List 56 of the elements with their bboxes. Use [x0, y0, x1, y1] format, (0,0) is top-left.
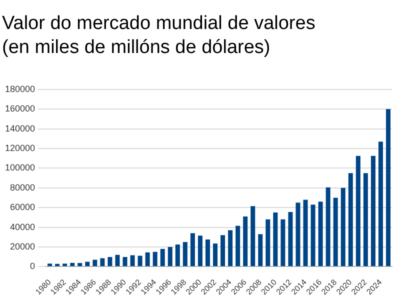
bar — [138, 256, 142, 266]
bar — [236, 226, 240, 266]
y-tick-label: 100000 — [4, 162, 36, 173]
bar — [70, 262, 75, 266]
bar — [356, 156, 360, 266]
bar — [288, 212, 293, 266]
y-tick-label: 160000 — [4, 104, 36, 114]
bar — [190, 233, 195, 266]
bar — [115, 254, 120, 266]
bar — [370, 156, 376, 266]
y-tick-label: 60000 — [10, 202, 36, 212]
bar — [363, 173, 368, 266]
bar — [258, 234, 263, 266]
y-tick-label: 80000 — [10, 182, 36, 192]
bar — [220, 235, 226, 266]
bar — [280, 219, 286, 266]
bar — [92, 260, 98, 266]
bar — [228, 230, 233, 266]
chart-title: Valor do mercado mundial de valores (en miles de millóns de dólares) — [2, 13, 316, 58]
bar — [145, 252, 150, 266]
bar — [182, 242, 188, 266]
bar — [296, 202, 300, 266]
bar — [100, 258, 105, 266]
bar — [62, 264, 68, 266]
bar — [160, 248, 165, 266]
bar — [122, 256, 128, 266]
bar — [243, 216, 248, 266]
bar — [205, 239, 210, 266]
y-tick-label: 0 — [30, 261, 36, 272]
y-tick-label: 180000 — [4, 84, 36, 94]
bar — [378, 142, 383, 266]
bar — [318, 202, 323, 266]
bar — [340, 188, 346, 266]
bar — [85, 262, 90, 266]
bar — [303, 200, 308, 266]
bar — [333, 198, 338, 266]
bar — [152, 252, 158, 266]
bar — [326, 187, 330, 266]
bar — [78, 262, 82, 266]
y-tick-label: 20000 — [10, 241, 36, 252]
bar — [48, 264, 52, 266]
bar — [198, 236, 202, 266]
bar — [348, 173, 353, 266]
bar — [266, 219, 270, 266]
bar — [310, 204, 316, 266]
bar — [175, 244, 180, 266]
bar — [386, 109, 390, 266]
bar — [273, 212, 278, 266]
y-tick-label: 120000 — [4, 143, 36, 154]
bar — [130, 255, 135, 266]
bar — [108, 256, 112, 266]
bar — [250, 206, 256, 266]
bar — [168, 246, 172, 266]
bar — [213, 244, 218, 266]
y-tick-label: 140000 — [4, 123, 36, 134]
y-tick-label: 40000 — [10, 222, 36, 232]
